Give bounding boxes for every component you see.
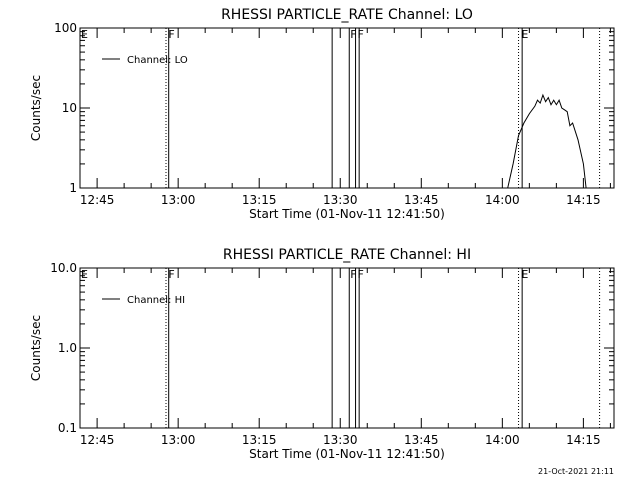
x-tick-label: 12:45 [80, 433, 115, 447]
y-tick-label: 100 [54, 21, 77, 35]
flag-marker-label: E [81, 268, 88, 281]
legend-entry: Channel: HI [127, 295, 185, 306]
x-tick-label: 14:15 [566, 193, 601, 207]
y-tick-label: 10 [62, 101, 77, 115]
x-tick-label: 14:00 [485, 193, 520, 207]
flag-marker-label: F [168, 28, 174, 41]
plot-frame [79, 267, 615, 429]
x-tick-label: 13:15 [242, 433, 277, 447]
x-tick-label: 13:00 [161, 433, 196, 447]
y-tick-label: 1 [69, 181, 77, 195]
y-axis-label: Counts/sec [29, 315, 43, 381]
flag-marker-label: E [521, 268, 528, 281]
y-tick-label: 0.1 [58, 421, 77, 435]
legend-entry: Channel: LO [127, 55, 188, 66]
chart-title: RHESSI PARTICLE_RATE Channel: LO [221, 7, 473, 23]
flag-marker-label: F [357, 28, 363, 41]
flag-marker-label: F [350, 28, 356, 41]
y-tick-label: 1.0 [58, 341, 77, 355]
y-axis-label: Counts/sec [29, 75, 43, 141]
x-tick-label: 12:45 [80, 193, 115, 207]
series-line-channel--lo [507, 93, 587, 188]
flag-marker-label: F [168, 268, 174, 281]
x-tick-label: 13:30 [323, 433, 358, 447]
flag-marker-label: E [81, 28, 88, 41]
x-tick-label: 14:00 [485, 433, 520, 447]
x-tick-label: 14:15 [566, 433, 601, 447]
panel-1: E F F F E12:45 13:00 13:15 13:30 13:45 14:00 14:15… [29, 7, 615, 221]
x-axis-label: Start Time (01-Nov-11 12:41:50) [249, 447, 445, 461]
x-tick-label: 13:15 [242, 193, 277, 207]
panel-2: E F F F E12:45 13:00 13:15 13:30 13:45 14:00 14:15… [29, 247, 615, 461]
footer-timestamp: 21-Oct-2021 21:11 [538, 467, 614, 476]
flag-marker-label: E [521, 28, 528, 41]
flag-marker-label: F [350, 268, 356, 281]
x-tick-label: 13:00 [161, 193, 196, 207]
y-tick-label: 10.0 [50, 261, 77, 275]
x-tick-label: 13:45 [404, 433, 439, 447]
flag-marker-label: F [357, 268, 363, 281]
x-axis-label: Start Time (01-Nov-11 12:41:50) [249, 207, 445, 221]
x-tick-label: 13:30 [323, 193, 358, 207]
chart-title: RHESSI PARTICLE_RATE Channel: HI [223, 247, 471, 263]
x-tick-label: 13:45 [404, 193, 439, 207]
